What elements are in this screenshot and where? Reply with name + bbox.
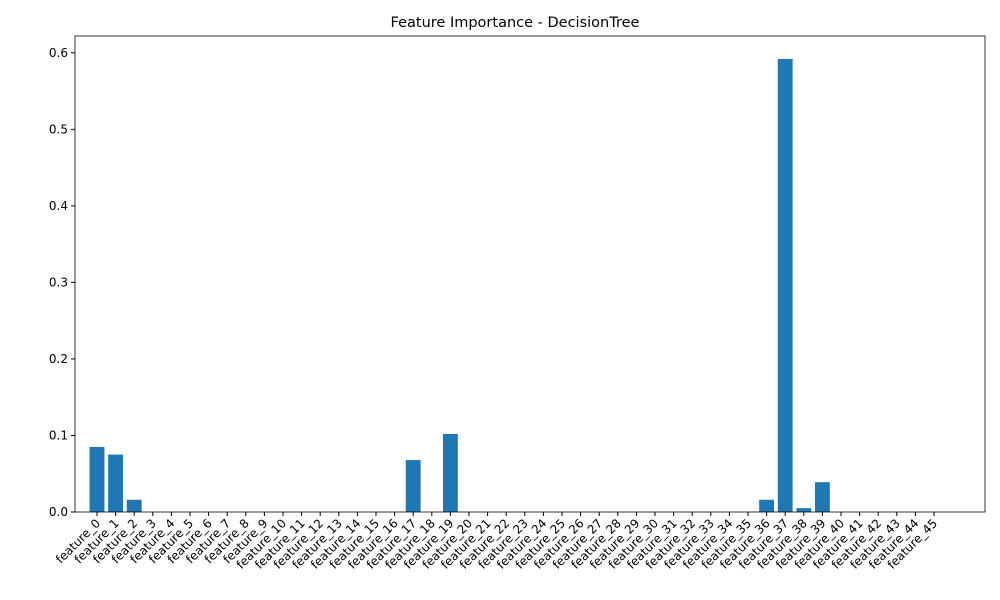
y-tick-label: 0.4 xyxy=(49,199,68,213)
y-tick-label: 0.6 xyxy=(49,46,68,60)
bar xyxy=(108,454,124,512)
y-tick-label: 0.2 xyxy=(49,352,68,366)
bar xyxy=(89,446,105,512)
y-tick-label: 0.1 xyxy=(49,428,68,442)
plot-frame xyxy=(74,35,986,513)
bar xyxy=(759,499,775,512)
bar xyxy=(405,459,421,512)
bar xyxy=(777,58,793,513)
bar xyxy=(442,433,458,512)
bar xyxy=(796,508,812,512)
bar xyxy=(126,499,142,512)
y-tick-label: 0.5 xyxy=(49,122,68,136)
chart-title: Feature Importance - DecisionTree xyxy=(391,15,640,31)
y-tick-label: 0.0 xyxy=(49,505,68,519)
bar xyxy=(814,482,830,512)
y-tick-label: 0.3 xyxy=(49,275,68,289)
